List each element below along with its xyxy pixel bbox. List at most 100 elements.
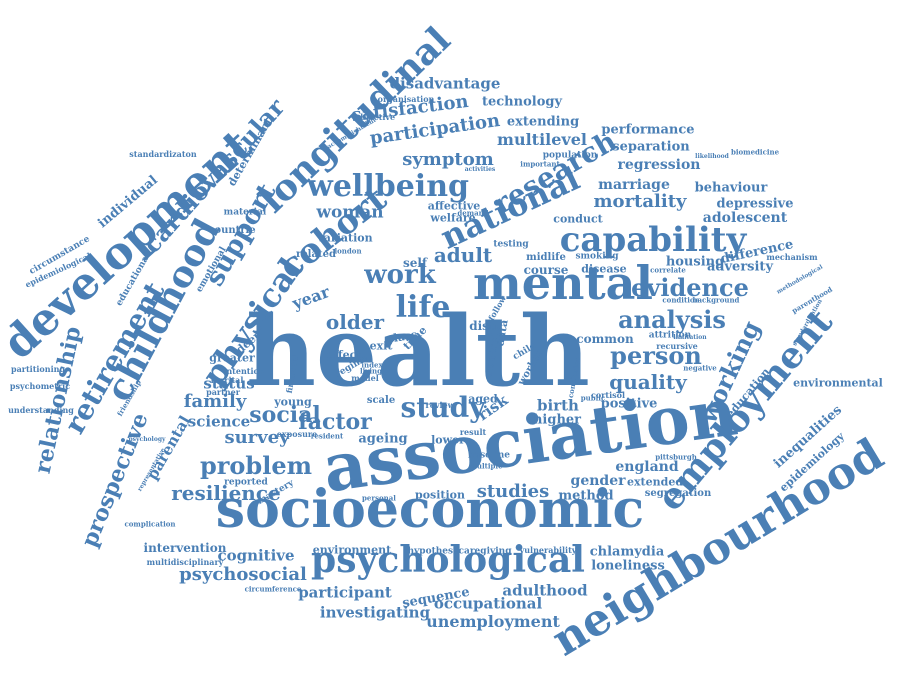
word-standardizaton: standardizaton xyxy=(129,149,197,159)
word-marital: marital xyxy=(210,375,244,385)
word-intention: intention xyxy=(223,366,265,376)
word-public: public xyxy=(580,393,606,403)
word-self: self xyxy=(402,256,428,270)
word-important: important xyxy=(520,159,560,169)
word-variation: variation xyxy=(317,231,373,245)
word-method: method xyxy=(558,488,614,504)
word-model: model xyxy=(351,373,379,383)
word-mortality: mortality xyxy=(593,191,687,212)
word-technology: technology xyxy=(481,94,563,110)
word-population: population xyxy=(542,150,598,161)
word-adversity: adversity xyxy=(706,259,774,275)
word-gender: gender xyxy=(570,473,626,489)
word-index: index xyxy=(361,360,383,370)
word-performance: performance xyxy=(601,122,695,138)
word-psychometric: psychometric xyxy=(9,381,71,391)
word-condition: condition xyxy=(662,295,700,305)
word-quality: quality xyxy=(609,370,687,394)
word-conduct: conduct xyxy=(553,212,603,226)
word-review: review xyxy=(425,400,455,410)
word-work: work xyxy=(364,260,436,290)
word-related: related xyxy=(296,249,336,260)
word-adult: adult xyxy=(433,243,493,267)
word-regression: regression xyxy=(617,157,701,173)
word-midlife: midlife xyxy=(526,252,566,263)
word-welfare: welfare xyxy=(430,211,476,225)
word-resilience: resilience xyxy=(171,481,281,505)
word-attrition: attrition xyxy=(648,330,692,341)
word-older: older xyxy=(325,310,385,334)
word-course: course xyxy=(523,263,569,277)
word-housing: housing xyxy=(665,254,725,270)
word-psychology: psychology xyxy=(128,436,166,443)
word-psychosocial: psychosocial xyxy=(179,564,307,585)
word-loneliness: loneliness xyxy=(591,558,665,574)
word-scale: scale xyxy=(366,395,396,406)
word-cognitive: cognitive xyxy=(217,546,295,565)
word-baseline: baseline xyxy=(467,450,511,461)
word-exposure: exposure xyxy=(276,429,318,439)
word-multidisciplinary: multidisciplinary xyxy=(146,557,224,567)
word-testing: testing xyxy=(493,239,529,250)
word-science: science xyxy=(187,412,251,431)
word-psychological: psychological xyxy=(311,539,585,581)
word-disadvantage: disadvantage xyxy=(389,74,501,93)
word-woman: woman xyxy=(316,202,384,223)
word-pittsburgh: pittsburgh xyxy=(655,452,697,462)
word-disease: disease xyxy=(581,262,627,276)
word-distr: distr xyxy=(469,319,501,333)
word-mental: mental xyxy=(473,256,653,310)
word-environmental: environmental xyxy=(793,376,883,390)
word-birth: birth xyxy=(537,396,579,415)
word-factor: factor xyxy=(298,409,372,435)
word-health: health xyxy=(246,295,590,408)
word-vulnerability: vulnerability xyxy=(519,545,577,555)
word-participant: participant xyxy=(298,583,392,602)
word-smoking: smoking xyxy=(575,251,619,262)
word-evidence: evidence xyxy=(631,273,749,302)
word-capability: capability xyxy=(559,220,747,260)
word-material: material xyxy=(223,207,267,218)
word-analysis: analysis xyxy=(618,305,726,334)
word-negative: negative xyxy=(683,363,717,373)
word-circumference: circumference xyxy=(244,584,302,594)
word-demand: demand xyxy=(457,208,489,218)
word-background: background xyxy=(692,295,740,305)
word-hypothesi: hypothesi xyxy=(407,546,457,557)
word-depressive: depressive xyxy=(716,196,794,212)
word-london: london xyxy=(334,246,362,256)
word-cortisol: cortisol xyxy=(590,390,626,400)
word-affective: affective xyxy=(427,199,481,213)
word-multilevel: multilevel xyxy=(497,130,587,149)
word-common: common xyxy=(576,332,634,346)
word-studies: studies xyxy=(476,481,550,502)
word-higher: higher xyxy=(532,412,582,428)
word-ageing: ageing xyxy=(358,431,408,447)
word-social: social xyxy=(249,402,321,428)
word-multiple: multiple xyxy=(469,461,503,471)
word-caregiving: caregiving xyxy=(458,546,512,557)
word-biomedicine: biomedicine xyxy=(730,147,780,157)
word-adulthood: adulthood xyxy=(502,581,588,600)
word-countrie: countrie xyxy=(208,225,256,236)
word-england: england xyxy=(615,459,679,475)
word-living: living xyxy=(359,366,383,376)
word-separation: separation xyxy=(612,139,690,155)
word-behaviour: behaviour xyxy=(694,180,768,196)
word-extended: extended xyxy=(626,475,684,489)
word-effect: effect xyxy=(326,348,362,362)
word-partner: partner xyxy=(206,387,240,397)
word-organisation: organisation xyxy=(377,94,435,104)
word-segregation: segregation xyxy=(644,488,712,499)
word-resident: resident xyxy=(310,431,344,441)
word-exit: exit xyxy=(369,339,393,353)
word-greater: greater xyxy=(209,351,255,365)
word-extending: extending xyxy=(506,114,580,130)
word-reported: reported xyxy=(224,477,268,488)
word-chlamydia: chlamydia xyxy=(589,544,665,560)
word-symptom: symptom xyxy=(402,149,494,170)
word-socioeconomic: socioeconomic xyxy=(215,479,645,540)
word-status: status xyxy=(203,374,255,393)
word-investigating: investigating xyxy=(319,603,431,622)
